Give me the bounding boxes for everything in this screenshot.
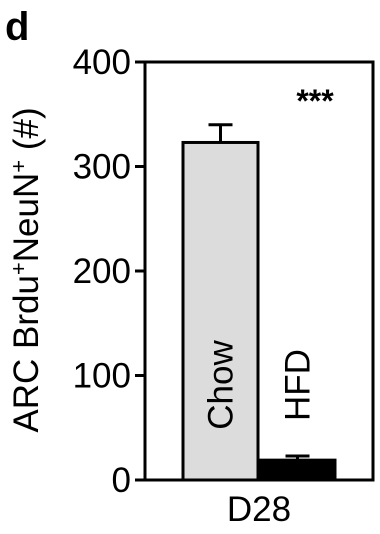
y-axis-label: ARC Brdu+NeuN+ (#) bbox=[6, 107, 47, 432]
axes-frame bbox=[143, 60, 375, 482]
panel-letter: d bbox=[5, 5, 29, 49]
y-axis-title-superscript: + bbox=[6, 262, 31, 275]
y-axis-title-part: NeuN bbox=[7, 173, 46, 262]
x-category-label: D28 bbox=[227, 490, 291, 529]
y-axis-title-part: (#) bbox=[7, 107, 46, 160]
y-axis-title-part: ARC Brdu bbox=[7, 275, 46, 433]
y-tick-label: 300 bbox=[73, 148, 131, 187]
y-axis-title: ARC Brdu+NeuN+ (#) bbox=[6, 107, 47, 432]
bar-hfd bbox=[258, 458, 337, 482]
bar-label-hfd: HFD bbox=[279, 349, 318, 421]
bar-label-chow: Chow bbox=[202, 340, 241, 430]
y-tick-label: 400 bbox=[73, 43, 131, 82]
bar-chow bbox=[181, 140, 260, 482]
significance-label: *** bbox=[296, 83, 334, 119]
y-axis-ticks: 0 100 200 300 400 bbox=[73, 43, 145, 500]
y-tick-label: 0 bbox=[112, 461, 131, 500]
y-tick-label: 200 bbox=[73, 252, 131, 291]
bars-group: Chow HFD bbox=[181, 123, 337, 482]
y-tick-label: 100 bbox=[73, 357, 131, 396]
y-axis-title-superscript: + bbox=[6, 160, 31, 173]
